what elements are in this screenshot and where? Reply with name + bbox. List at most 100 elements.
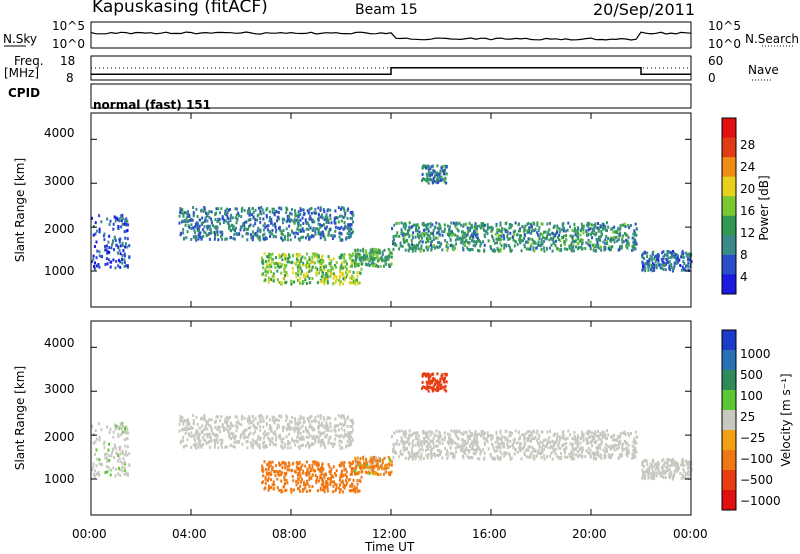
velocity-cell (329, 471, 332, 475)
power-cell (126, 228, 129, 232)
velocity-cell (123, 438, 126, 442)
power-cell (179, 210, 182, 214)
power-cell (486, 226, 489, 230)
velocity-cell (359, 479, 362, 483)
power-cell (687, 268, 690, 272)
power-cell (264, 269, 267, 273)
velocity-cell (472, 451, 475, 455)
power-cell (233, 232, 236, 236)
velocity-cell (410, 454, 413, 458)
power-cell (437, 180, 440, 184)
power-cell (195, 234, 198, 238)
power-cell (109, 219, 112, 223)
velocity-cell (319, 414, 322, 418)
power-cell (580, 238, 583, 242)
power-cell (563, 247, 566, 251)
velocity-cell (283, 461, 286, 465)
velocity-cell (270, 428, 273, 432)
power-cell (512, 230, 515, 234)
power-cell (519, 227, 522, 231)
velocity-cell (633, 454, 636, 458)
velocity-cell (305, 479, 308, 483)
power-cell (478, 224, 481, 228)
velocity-cell (458, 429, 461, 433)
velocity-cell (350, 431, 353, 435)
power-cell (528, 226, 531, 230)
velocity-cell (501, 435, 504, 439)
power-cell (307, 210, 310, 214)
power-cell (483, 249, 486, 253)
power-cell (233, 237, 236, 241)
power-cell (210, 217, 213, 221)
power-cell (600, 232, 603, 236)
velocity-cell (673, 469, 676, 473)
power-cell (345, 262, 348, 266)
velocity-cell (359, 467, 362, 471)
power-cell (554, 244, 557, 248)
power-cell (345, 225, 348, 229)
velocity-cell (433, 387, 436, 391)
power-cell (593, 229, 596, 233)
velocity-cell (546, 430, 549, 434)
power-cell (98, 254, 101, 258)
velocity-cell (104, 452, 107, 456)
power-cell (402, 232, 405, 236)
power-cell (644, 261, 647, 265)
velocity-cell (299, 484, 302, 488)
velocity-cell (559, 452, 562, 456)
velocity-cell (271, 466, 274, 470)
power-cell (257, 213, 260, 217)
velocity-cell (301, 424, 304, 428)
velocity-cell (618, 453, 621, 457)
colorbar-swatch (722, 118, 736, 139)
power-cell (106, 262, 109, 266)
velocity-cell (179, 441, 182, 445)
power-cell (607, 247, 610, 251)
velocity-cell (537, 441, 540, 445)
velocity-cell (644, 477, 647, 481)
power-cell (210, 219, 213, 223)
power-cell (202, 234, 205, 238)
velocity-cell (208, 445, 211, 449)
power-cell (271, 275, 274, 279)
power-cell (308, 264, 311, 268)
velocity-cell (469, 444, 472, 448)
velocity-cell (304, 483, 307, 487)
power-cell (545, 246, 548, 250)
power-cell (366, 255, 369, 259)
power-cell (197, 226, 200, 230)
power-cell (186, 212, 189, 216)
velocity-cell (308, 477, 311, 481)
velocity-cell (427, 430, 430, 434)
power-cell (556, 230, 559, 234)
power-cell (251, 235, 254, 239)
power-cell (427, 229, 430, 233)
velocity-cell (665, 461, 668, 465)
power-cell (668, 266, 671, 270)
power-cell (356, 248, 359, 252)
colorbar-swatch (722, 430, 736, 451)
velocity-cell (421, 448, 424, 452)
velocity-cell (436, 379, 439, 383)
velocity-cell (277, 418, 280, 422)
velocity-cell (551, 445, 554, 449)
velocity-cell (109, 468, 112, 472)
velocity-cell (356, 456, 359, 460)
velocity-cell (271, 460, 274, 464)
power-cell (289, 238, 292, 242)
velocity-cell (422, 373, 425, 377)
velocity-cell (216, 438, 219, 442)
velocity-cell (280, 440, 283, 444)
velocity-cell (502, 442, 505, 446)
power-cell (308, 237, 311, 241)
power-cell (284, 273, 287, 277)
power-cell (462, 224, 465, 228)
power-cell (128, 244, 131, 248)
power-cell (291, 267, 294, 271)
power-cell (206, 213, 209, 217)
velocity-cell (362, 466, 365, 470)
velocity-cell (249, 441, 252, 445)
power-cell (310, 211, 313, 215)
power-cell (113, 248, 116, 252)
velocity-cell (485, 438, 488, 442)
